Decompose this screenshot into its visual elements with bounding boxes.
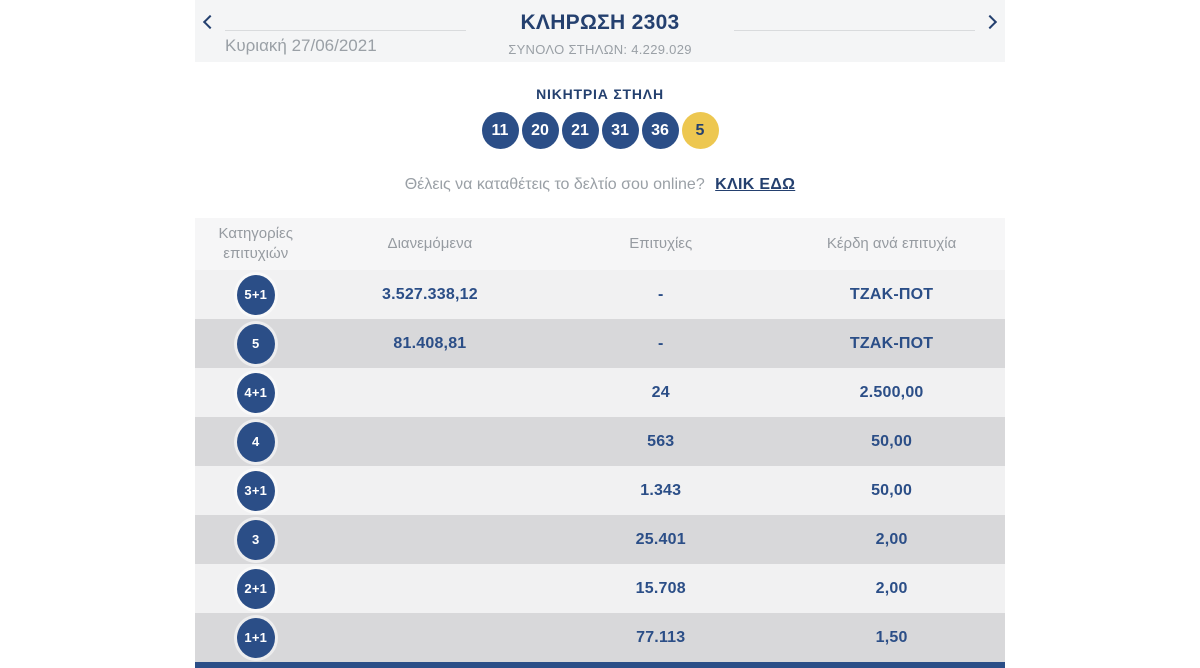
table-header-row: Κατηγορίες επιτυχιών Διανεμόμενα Επιτυχί… [195, 218, 1005, 270]
winners-value: 15.708 [635, 579, 686, 597]
table-row: 3 25.401 2,00 [195, 515, 1005, 564]
table-row: 2+1 15.708 2,00 [195, 564, 1005, 613]
cta-question: Θέλεις να καταθέτεις το δελτίο σου onlin… [404, 176, 705, 193]
bonus-number-ball: 5 [681, 112, 719, 149]
table-row: 5+1 3.527.338,12 - ΤΖΑΚ-ΠΟΤ [195, 270, 1005, 319]
category-badge: 5 [236, 323, 275, 364]
prize-value: 2.500,00 [859, 383, 924, 401]
category-badge: 1+1 [236, 617, 275, 658]
prize-value: 1,50 [875, 628, 908, 646]
prize-value: 2,00 [875, 579, 908, 597]
header-categories: Κατηγορίες επιτυχιών [218, 224, 293, 262]
draw-title-block: ΚΛΗΡΩΣΗ 2303 ΣΥΝΟΛΟ ΣΤΗΛΩΝ: 4.229.029 [490, 0, 710, 57]
winners-value: 1.343 [640, 481, 682, 499]
online-cta: Θέλεις να καταθέτεις το δελτίο σου onlin… [195, 176, 1005, 194]
table-row: 4+1 24 2.500,00 [195, 368, 1005, 417]
previous-draw-button[interactable] [195, 0, 225, 62]
prize-value: 50,00 [871, 432, 913, 450]
next-draw-button[interactable] [975, 0, 1005, 62]
chevron-right-icon [982, 14, 998, 30]
winners-value: - [657, 334, 664, 352]
table-footer-bar [195, 662, 1005, 668]
winning-number-ball: 36 [641, 112, 679, 149]
category-badge: 3+1 [236, 470, 275, 511]
cta-click-here-link[interactable]: ΚΛΙΚ ΕΔΩ [715, 176, 796, 193]
winners-value: 77.113 [636, 628, 686, 646]
winners-value: 563 [647, 432, 675, 450]
draw-results-panel: Κυριακή 27/06/2021 ΚΛΗΡΩΣΗ 2303 ΣΥΝΟΛΟ Σ… [195, 0, 1005, 668]
table-row: 3+1 1.343 50,00 [195, 466, 1005, 515]
chevron-left-icon [202, 14, 218, 30]
winners-value: 25.401 [635, 530, 686, 548]
draw-date-block: Κυριακή 27/06/2021 [225, 0, 466, 56]
prize-value: ΤΖΑΚ-ΠΟΤ [849, 334, 934, 352]
total-columns-label: ΣΥΝΟΛΟ ΣΤΗΛΩΝ: 4.229.029 [508, 42, 692, 57]
winning-column-title: ΝΙΚΗΤΡΙΑ ΣΤΗΛΗ [536, 86, 664, 102]
header-distributed: Διανεμόμενα [387, 234, 473, 252]
winners-value: 24 [651, 383, 670, 401]
table-row: 5 81.408,81 - ΤΖΑΚ-ΠΟΤ [195, 319, 1005, 368]
category-badge: 5+1 [236, 274, 275, 315]
draw-title: ΚΛΗΡΩΣΗ 2303 [520, 11, 680, 34]
winners-value: - [657, 285, 664, 303]
table-row: 1+1 77.113 1,50 [195, 613, 1005, 662]
category-badge: 2+1 [236, 568, 275, 609]
prize-value: 50,00 [871, 481, 913, 499]
winning-number-ball: 11 [481, 112, 519, 149]
distributed-value: 3.527.338,12 [381, 285, 478, 303]
winning-number-ball: 21 [561, 112, 599, 149]
right-divider-block [734, 0, 975, 31]
category-badge: 3 [236, 519, 275, 560]
header-winners: Επιτυχίες [629, 234, 693, 252]
draw-date: Κυριακή 27/06/2021 [225, 36, 377, 55]
table-body: 5+1 3.527.338,12 - ΤΖΑΚ-ΠΟΤ 5 81.408,81 - ΤΖΑΚ-… [195, 270, 1005, 662]
prize-value: 2,00 [875, 530, 908, 548]
divider [734, 30, 975, 31]
draw-header: Κυριακή 27/06/2021 ΚΛΗΡΩΣΗ 2303 ΣΥΝΟΛΟ Σ… [195, 0, 1005, 62]
header-prize: Κέρδη ανά επιτυχία [826, 234, 957, 252]
table-row: 4 563 50,00 [195, 417, 1005, 466]
winning-numbers: 11 20 21 31 36 5 [195, 112, 1005, 149]
divider [225, 30, 466, 31]
prize-value: ΤΖΑΚ-ΠΟΤ [849, 285, 934, 303]
distributed-value: 81.408,81 [393, 334, 467, 352]
winning-number-ball: 20 [521, 112, 559, 149]
category-badge: 4+1 [236, 372, 275, 413]
results-table: Κατηγορίες επιτυχιών Διανεμόμενα Επιτυχί… [195, 218, 1005, 668]
winning-number-ball: 31 [601, 112, 639, 149]
category-badge: 4 [236, 421, 275, 462]
